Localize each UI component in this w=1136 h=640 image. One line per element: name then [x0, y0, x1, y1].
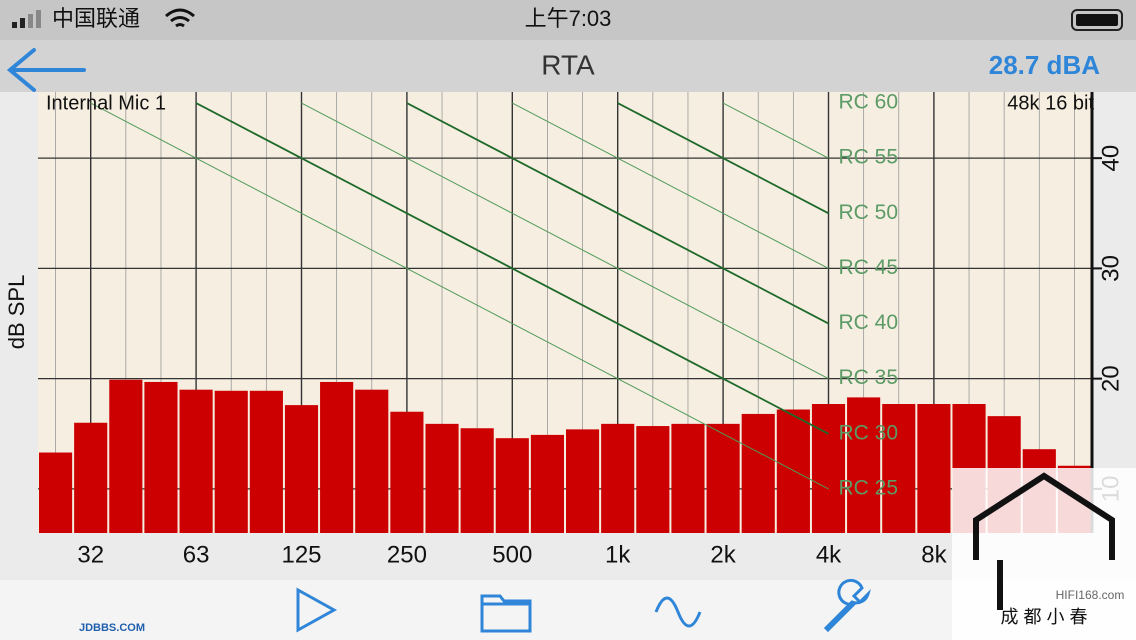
nav-bar	[0, 40, 1136, 92]
bar	[39, 452, 73, 533]
bar	[460, 428, 494, 533]
y-tick-label: 20	[1097, 365, 1124, 392]
rc-label: RC 40	[839, 311, 899, 334]
bar	[214, 390, 248, 533]
bar	[882, 404, 916, 533]
rc-label: RC 25	[839, 476, 899, 499]
source-label: Internal Mic 1	[46, 92, 166, 114]
bar	[355, 389, 389, 533]
y-tick-label: 30	[1097, 255, 1124, 282]
bar	[109, 379, 143, 533]
rc-curve	[301, 102, 829, 380]
x-tick-label: 1k	[605, 541, 631, 568]
bar	[179, 389, 213, 533]
rc-curve	[406, 102, 829, 325]
y-axis-title: dB SPL	[4, 275, 29, 350]
rc-curve	[617, 102, 829, 215]
watermark-site: HIFI168.com	[1056, 588, 1125, 602]
bar	[530, 434, 564, 533]
rc-curve	[512, 102, 829, 269]
rc-label: RC 45	[839, 256, 899, 279]
signal-icon	[12, 10, 41, 28]
bar	[284, 405, 319, 533]
bar	[144, 381, 178, 533]
bar	[741, 413, 775, 533]
level-readout: 28.7 dBA	[989, 50, 1100, 80]
bar	[917, 404, 951, 533]
rc-curves	[90, 102, 829, 490]
carrier: 中国联通	[52, 6, 140, 31]
x-tick-label: 500	[492, 541, 532, 568]
watermark-logo	[973, 472, 1115, 610]
bar	[776, 409, 810, 533]
generator-button[interactable]	[654, 596, 702, 628]
x-tick-label: 8k	[921, 541, 947, 568]
rc-curve	[722, 102, 829, 159]
rc-label: RC 55	[839, 146, 899, 169]
bar	[847, 397, 881, 533]
bar	[249, 390, 283, 533]
rc-curve	[195, 102, 829, 435]
clock: 上午7:03	[525, 6, 612, 31]
format-label: 48k 16 bit	[1007, 92, 1094, 114]
rc-label: RC 35	[839, 366, 899, 389]
bar	[566, 429, 600, 533]
bar	[636, 426, 670, 533]
battery-level	[1076, 14, 1118, 26]
x-tick-label: 2k	[710, 541, 736, 568]
bar	[601, 423, 635, 533]
bar	[390, 411, 424, 533]
bar	[320, 381, 354, 533]
x-tick-label: 32	[77, 541, 104, 568]
play-button[interactable]	[296, 587, 338, 633]
watermark: HIFI168.com 成 都 小 春 JDBBS.COM	[79, 468, 1136, 640]
bar	[706, 423, 740, 533]
settings-button[interactable]	[823, 578, 871, 633]
watermark-forum: JDBBS.COM	[79, 622, 145, 634]
x-tick-label: 4k	[816, 541, 842, 568]
rc-label: RC 30	[839, 421, 899, 444]
x-tick-label: 63	[183, 541, 210, 568]
rc-label: RC 60	[839, 91, 899, 114]
watermark-box	[952, 468, 1136, 640]
bar	[671, 423, 705, 533]
wifi-icon	[165, 8, 195, 28]
bar	[425, 423, 459, 533]
bar	[495, 438, 529, 533]
x-tick-label: 250	[387, 541, 427, 568]
watermark-author: 成 都 小 春	[1000, 607, 1087, 627]
toolbar	[0, 580, 1136, 640]
folder-button[interactable]	[480, 594, 532, 633]
back-button[interactable]	[6, 48, 86, 92]
x-tick-label: 125	[281, 541, 321, 568]
rc-label: RC 50	[839, 201, 899, 224]
plot-background	[38, 92, 1092, 533]
rc-curve	[90, 102, 829, 490]
y-tick-label: 40	[1097, 145, 1124, 172]
nav-title: RTA	[541, 49, 595, 80]
bar	[74, 422, 108, 533]
bar	[811, 404, 846, 533]
battery-icon	[1071, 9, 1123, 31]
